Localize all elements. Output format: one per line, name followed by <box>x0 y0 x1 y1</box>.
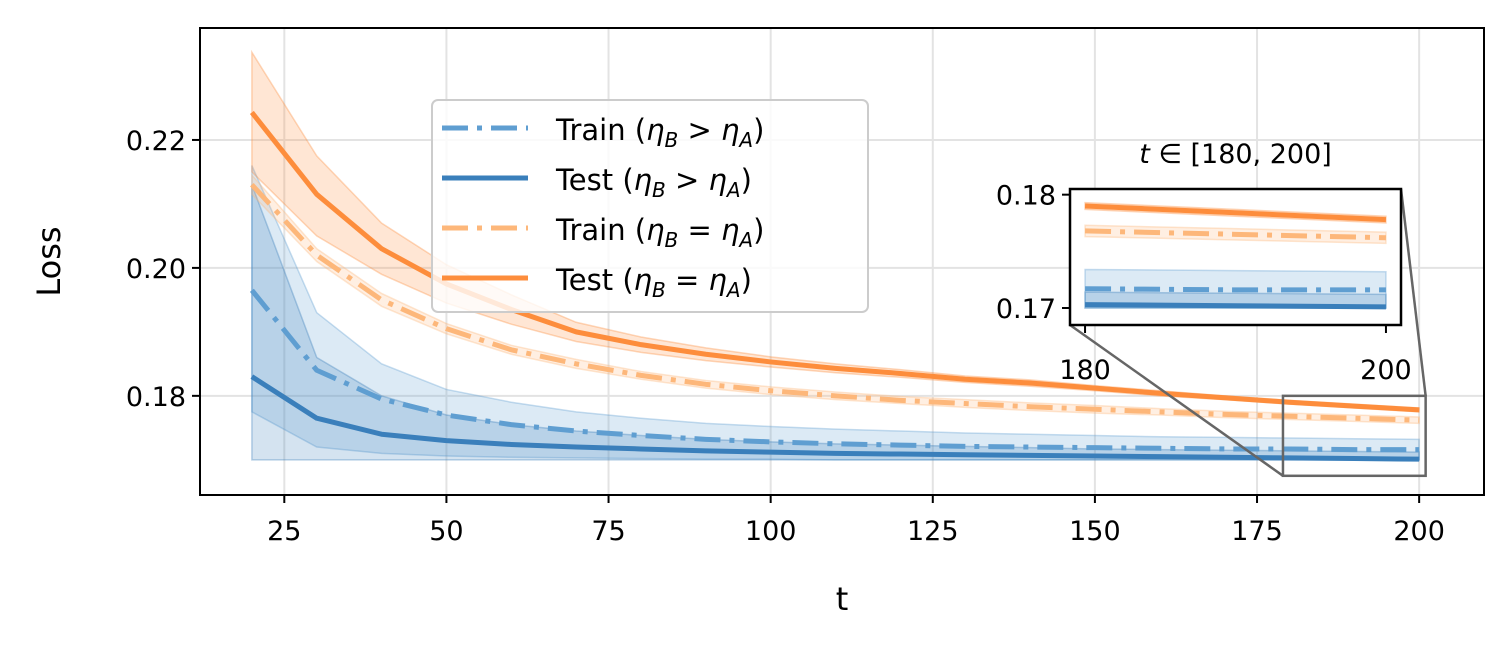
x-tick-label: 25 <box>267 516 301 547</box>
inset-frame <box>1068 187 1403 327</box>
inset-series-line-0 <box>1085 286 1386 293</box>
x-tick-label: 125 <box>907 516 959 547</box>
zoom-connector-left <box>1069 323 1284 477</box>
legend-text-part: Train ( <box>555 113 646 147</box>
inset-x-tick-label: 200 <box>1360 355 1412 386</box>
legend-eta: η <box>721 113 739 147</box>
series-line-2 <box>250 183 1420 423</box>
legend-text-part: ) <box>741 163 752 197</box>
y-tick-label: 0.18 <box>126 382 186 413</box>
series-band-2 <box>251 173 1420 425</box>
x-tick-label: 200 <box>1393 516 1445 547</box>
legend-text-part: > <box>666 163 709 197</box>
inset-y-tick-label: 0.17 <box>996 294 1056 325</box>
legend-entry-3: Test (ηB = ηA) <box>555 263 752 302</box>
legend-eta: η <box>634 263 652 297</box>
inset-series-line-2 <box>1084 228 1387 241</box>
inset-y-tick-label: 0.18 <box>996 181 1056 212</box>
legend-subscript: B <box>665 228 679 252</box>
x-axis-label: t <box>836 580 849 618</box>
inset-title-range: ∈ [180, 200] <box>1150 139 1332 170</box>
legend-subscript: B <box>652 178 666 202</box>
legend-eta: η <box>721 213 739 247</box>
legend-subscript: A <box>737 128 753 152</box>
legend-subscript: A <box>725 178 741 202</box>
zoom-connector-right <box>1399 188 1427 396</box>
y-tick-label: 0.22 <box>126 126 186 157</box>
inset-title: t ∈ [180, 200] <box>1139 139 1332 170</box>
inset-series-line-3 <box>1084 203 1387 223</box>
legend-subscript: A <box>737 228 753 252</box>
legend-text-part: ) <box>741 263 752 297</box>
legend-entry-1: Test (ηB > ηA) <box>555 163 752 202</box>
x-tick-label: 50 <box>429 516 463 547</box>
axes-frame <box>199 27 1485 496</box>
legend-text-part: ) <box>753 213 764 247</box>
legend-text-part: Test ( <box>555 263 634 297</box>
legend-text-part: = <box>678 213 721 247</box>
zoom-source-box <box>1281 394 1427 478</box>
legend-text-part: = <box>666 263 709 297</box>
legend-text-part: > <box>678 113 721 147</box>
legend-eta: η <box>634 163 652 197</box>
legend-eta: η <box>646 113 664 147</box>
legend-subscript: A <box>725 278 741 302</box>
legend-subscript: B <box>665 128 679 152</box>
legend: Train (ηB > ηA)Test (ηB > ηA)Train (ηB =… <box>431 99 869 313</box>
y-tick-label: 0.20 <box>126 254 186 285</box>
inset-title-var: t <box>1139 139 1151 170</box>
legend-text-part: ) <box>753 113 764 147</box>
legend-eta: η <box>709 163 727 197</box>
x-axis: 25 50 75 100 125 150 175 200 <box>267 495 1445 547</box>
series-line-1 <box>250 374 1420 462</box>
legend-box <box>431 99 869 313</box>
legend-entry-2: Train (ηB = ηA) <box>555 213 764 252</box>
x-tick-label: 75 <box>591 516 625 547</box>
inset-series-line-1 <box>1085 302 1386 310</box>
legend-eta: η <box>709 263 727 297</box>
legend-text-part: Train ( <box>555 213 646 247</box>
inset-x-tick-label: 180 <box>1059 355 1111 386</box>
x-tick-label: 100 <box>745 516 797 547</box>
legend-eta: η <box>646 213 664 247</box>
x-tick-label: 150 <box>1069 516 1121 547</box>
x-tick-label: 175 <box>1231 516 1283 547</box>
y-axis: 0.18 0.20 0.22 <box>126 126 200 413</box>
inset-plot-area <box>1084 201 1387 310</box>
legend-text-part: Test ( <box>555 163 634 197</box>
y-axis-label: Loss <box>30 226 68 296</box>
legend-subscript: B <box>652 278 666 302</box>
legend-entry-0: Train (ηB > ηA) <box>555 113 764 152</box>
